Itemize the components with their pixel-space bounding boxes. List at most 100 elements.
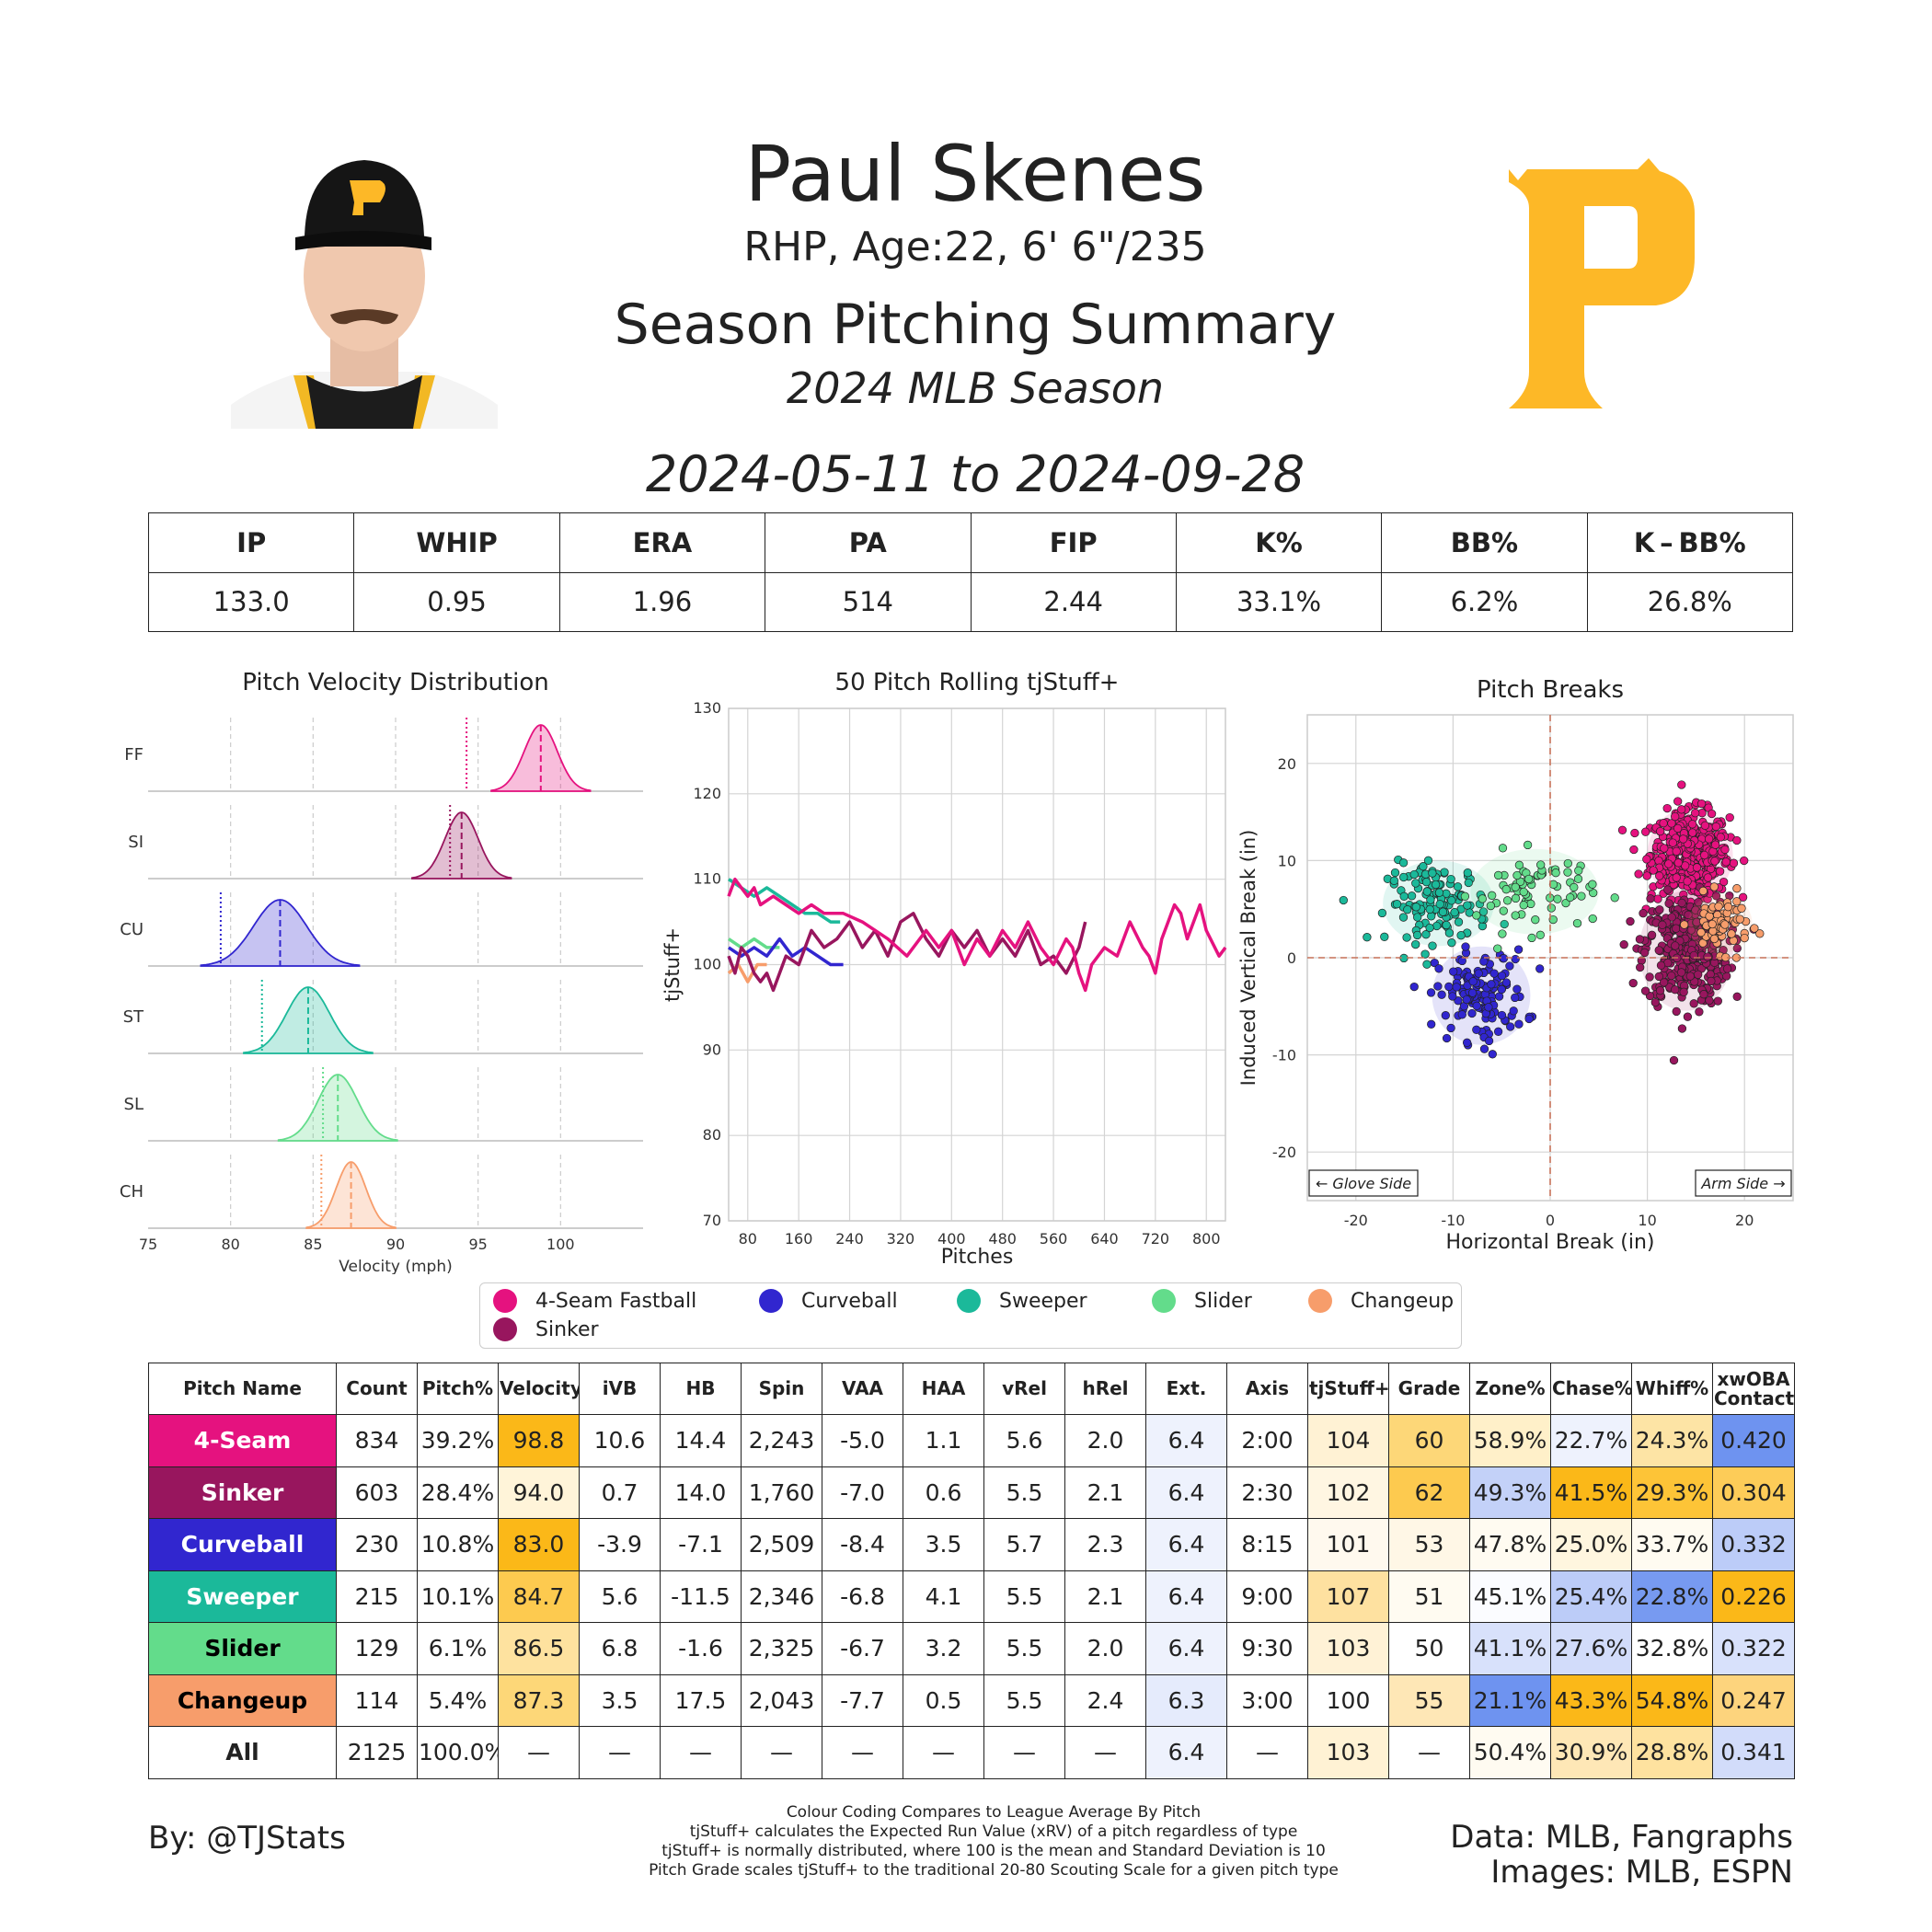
- pitch-point: [1551, 868, 1560, 878]
- x-tick-label: 80: [739, 1230, 757, 1248]
- column-header: Zone%: [1469, 1363, 1551, 1415]
- table-cell: 3.5: [579, 1673, 661, 1727]
- table-cell: 3:00: [1226, 1673, 1308, 1727]
- pitch-point: [1685, 972, 1695, 981]
- pitch-point: [1707, 976, 1716, 986]
- x-tick-label: 560: [1040, 1230, 1068, 1248]
- pitch-point: [1671, 811, 1680, 822]
- pitch-point: [1668, 838, 1677, 847]
- table-cell: 6.3: [1145, 1673, 1227, 1727]
- pitch-point: [1444, 982, 1454, 992]
- pitch-point: [1716, 833, 1725, 842]
- pitch-point: [1684, 910, 1693, 920]
- pitch-point: [1426, 988, 1436, 997]
- table-cell: 39.2%: [417, 1414, 499, 1467]
- pitch-point: [1626, 916, 1635, 926]
- pitch-point: [1484, 1003, 1493, 1012]
- pitch-point: [1511, 882, 1520, 891]
- pitch-point: [1511, 954, 1520, 964]
- pitch-point: [1425, 923, 1434, 933]
- pitch-point: [1523, 840, 1533, 850]
- pitch-point: [1738, 892, 1748, 902]
- pitch-point: [1413, 913, 1422, 922]
- table-cell: 98.8: [498, 1414, 580, 1467]
- pitch-point: [1610, 893, 1619, 903]
- table-cell: 84.7: [498, 1570, 580, 1623]
- pitch-point: [1457, 1010, 1466, 1019]
- x-tick-label: 95: [468, 1236, 487, 1253]
- pitch-point: [1703, 952, 1712, 961]
- x-tick-label: 90: [386, 1236, 405, 1253]
- x-tick-label: 640: [1090, 1230, 1119, 1248]
- table-cell: 2125: [336, 1726, 418, 1779]
- pitch-point: [1660, 844, 1669, 853]
- column-header: HAA: [903, 1363, 984, 1415]
- pitch-point: [1497, 984, 1506, 995]
- pitch-point: [1506, 1022, 1515, 1031]
- y-tick-label: 20: [1278, 755, 1296, 773]
- pitch-point: [1673, 823, 1683, 834]
- pitch-point: [1427, 1019, 1436, 1029]
- pitch-point: [1548, 914, 1558, 925]
- pitch-point: [1696, 799, 1707, 809]
- table-cell: 2:00: [1226, 1414, 1308, 1467]
- author-byline: By: @TJStats: [148, 1820, 346, 1857]
- arm-side-label: Arm Side →: [1700, 1175, 1785, 1192]
- pitch-point: [1454, 917, 1464, 926]
- pitch-point: [1499, 906, 1508, 915]
- footnotes: Colour Coding Compares to League Average…: [644, 1803, 1343, 1880]
- pitch-point: [1654, 946, 1663, 955]
- table-cell: 0.7: [579, 1466, 661, 1519]
- pitch-point: [1531, 915, 1540, 925]
- pitch-point: [1339, 895, 1348, 905]
- pitch-point: [1629, 845, 1639, 855]
- pitch-point: [1446, 874, 1455, 884]
- pitch-point: [1486, 901, 1496, 911]
- table-cell: 28.8%: [1631, 1726, 1713, 1779]
- table-cell: 2.3: [1064, 1518, 1146, 1571]
- y-tick-label: 100: [693, 956, 721, 973]
- pitch-point: [1447, 938, 1456, 948]
- stat-header-k-pct: K%: [1175, 512, 1383, 573]
- pitch-point: [1673, 858, 1683, 868]
- table-row: Sinker 603 28.4% 94.0 0.7 14.0 1,760 -7.0 0.6 5.5…: [148, 1466, 1795, 1519]
- table-cell: 2:30: [1226, 1466, 1308, 1519]
- pitch-point: [1553, 894, 1562, 903]
- column-header: Velocity: [498, 1363, 580, 1415]
- stat-header-bb-pct: BB%: [1381, 512, 1588, 573]
- y-tick-label: 10: [1278, 852, 1296, 869]
- legend-item-si: Sinker: [493, 1317, 599, 1341]
- table-cell: 10.1%: [417, 1570, 499, 1623]
- table-cell: 6.1%: [417, 1622, 499, 1675]
- table-cell: 83.0: [498, 1518, 580, 1571]
- pitch-point: [1463, 868, 1472, 878]
- stat-value-fip: 2.44: [970, 571, 1177, 632]
- pitch-point: [1422, 887, 1432, 896]
- footnote-line: Pitch Grade scales tjStuff+ to the tradi…: [649, 1861, 1339, 1880]
- legend-label: 4-Seam Fastball: [535, 1289, 697, 1313]
- pitch-point: [1478, 907, 1489, 916]
- table-cell: 27.6%: [1550, 1622, 1632, 1675]
- pitch-point: [1501, 978, 1512, 987]
- pitch-point: [1683, 1012, 1693, 1021]
- table-cell: 0.5: [903, 1673, 984, 1727]
- table-row: All 2125 100.0% — — — — — — — —6.4—103—50.4% 30.9% 2…: [148, 1726, 1795, 1779]
- pitch-point: [1735, 914, 1744, 924]
- table-cell: 86.5: [498, 1622, 580, 1675]
- pitch-point: [1403, 905, 1412, 914]
- pitch-point: [1498, 929, 1507, 938]
- x-tick-label: 480: [988, 1230, 1017, 1248]
- table-cell: 834: [336, 1414, 418, 1467]
- pitch-point: [1750, 924, 1759, 933]
- pitch-point: [1671, 985, 1680, 995]
- pitch-point: [1577, 891, 1586, 901]
- y-tick-label: 0: [1287, 949, 1296, 967]
- pitch-point: [1713, 996, 1722, 1006]
- pitch-point: [1723, 903, 1733, 912]
- pitch-point: [1650, 997, 1660, 1007]
- legend-swatch: [493, 1289, 517, 1313]
- pitch-point: [1703, 873, 1713, 882]
- table-cell: 5.6: [579, 1570, 661, 1623]
- column-header: Ext.: [1145, 1363, 1227, 1415]
- table-cell: 2,509: [741, 1518, 822, 1571]
